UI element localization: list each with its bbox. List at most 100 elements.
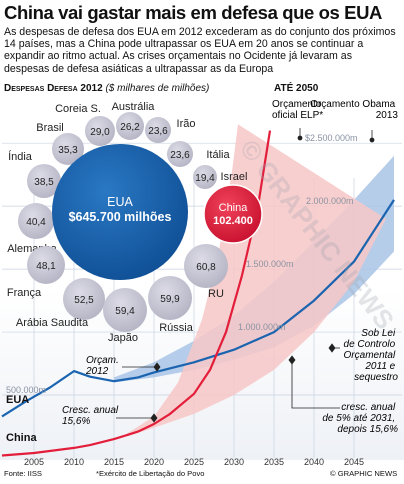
bubble-value: 40,4 <box>26 217 46 228</box>
bubble-label: Irão <box>177 118 196 130</box>
label-usa-series: EUA <box>6 394 29 406</box>
series-line <box>1 199 395 418</box>
y-tick-label: 2.000.000m <box>306 196 354 206</box>
x-tick-label: 2040 <box>304 457 324 467</box>
bubbles: 29,0 Coreia S. 26,2 Austrália 23,6 Irão … <box>7 101 263 344</box>
bubble-value: 59,4 <box>115 306 135 317</box>
credit: © GRAPHIC NEWS <box>330 469 398 478</box>
label-growth-alt: cresc. anual de 5% até 2031, depois 15,6… <box>322 402 398 435</box>
bubble-label: China <box>219 202 249 214</box>
leader-marker <box>328 343 336 353</box>
leader-marker <box>153 362 161 372</box>
bubble-france: 48,1 França <box>7 246 65 299</box>
label-line: 2011 e <box>364 361 395 372</box>
label-line: 2012 <box>85 366 109 377</box>
bubble-korea: 29,0 Coreia S. <box>55 103 115 146</box>
label-line: sequestro <box>354 372 398 383</box>
bubble-value: $645.700 milhões <box>69 210 172 224</box>
label-line: Sob Lei <box>361 328 396 339</box>
label-line: 15,6% <box>62 416 90 427</box>
series-line <box>1 130 272 457</box>
bubble-value: 23,6 <box>170 150 190 161</box>
page-title: China vai gastar mais em defesa que os E… <box>4 2 383 23</box>
label-line: cresc. anual <box>341 402 396 413</box>
projection-band <box>90 124 386 446</box>
label-budget-2012: Orçam. 2012 <box>85 355 122 377</box>
spending-unit: ($ milhares de milhões) <box>105 83 210 94</box>
x-tick-label: 2025 <box>184 457 204 467</box>
label-line: de 5% até 2031, <box>322 413 395 424</box>
label-line: 2013 <box>376 110 399 121</box>
spending-heading-label: Despesas Defesa 2012 <box>4 83 103 94</box>
bubble-label: Índia <box>8 150 33 163</box>
x-tick-label: 2020 <box>144 457 164 467</box>
y-tick-label: 1.500.000m <box>246 259 294 269</box>
bubble-china: China 102.400 <box>203 184 263 244</box>
bubble-label: Arábia Saudita <box>16 317 89 329</box>
label-growth-china: Cresc. anual 15,6% <box>62 405 121 427</box>
bubble-india: 38,5 Índia <box>8 150 61 198</box>
label-line: depois 15,6% <box>337 424 398 435</box>
spending-heading: Despesas Defesa 2012 ($ milhares de milh… <box>4 83 209 94</box>
bubble-brazil: 35,3 Brasil <box>36 122 84 165</box>
bubble-usa: EUA $645.700 milhões <box>52 144 188 280</box>
label-line: Orçamental <box>344 350 396 361</box>
projection-heading: ATÉ 2050 <box>274 83 319 94</box>
axis-ticks: 500.000m 1.000.000m 1.500.000m 2.000.000m $2… <box>6 133 364 467</box>
bubble-uk: 60,8 RU <box>184 244 228 300</box>
chart-labels: Orçamento oficial ELP* Orçamento Obama 2… <box>6 99 398 444</box>
label-official-budget: Orçamento oficial ELP* <box>272 99 324 121</box>
label-line: Orçamento Obama <box>310 99 395 110</box>
x-tick-label: 2035 <box>264 457 284 467</box>
bubble-label: França <box>7 287 42 299</box>
y-tick-label: $2.500.000m <box>305 133 358 143</box>
bubble-value: 26,2 <box>120 122 140 133</box>
x-tick-label: 2005 <box>24 457 44 467</box>
leader-marker <box>288 355 296 365</box>
bubble-value: 60,8 <box>196 262 216 273</box>
bubble-label: EUA <box>107 195 133 209</box>
footnote: *Exército de Libertação do Povo <box>96 469 205 478</box>
label-china-series: China <box>6 432 37 444</box>
leader-dot <box>297 135 303 141</box>
bubble-label: Itália <box>206 149 230 161</box>
y-tick-label: 1.000.000m <box>238 322 286 332</box>
x-tick-label: 2010 <box>64 457 84 467</box>
bubble-value: 35,3 <box>58 145 78 156</box>
bubble-label: Israel <box>221 171 248 183</box>
label-line: Orçamento <box>272 99 322 110</box>
bubble-value: 19,4 <box>195 173 215 184</box>
bubble-value: 23,6 <box>148 126 168 137</box>
bubble-value: 48,1 <box>36 261 56 272</box>
bubble-label: Japão <box>108 332 138 344</box>
bubble-value: 102.400 <box>213 215 253 227</box>
bubble-label: Austrália <box>112 101 156 113</box>
bubble-label: RU <box>208 288 224 300</box>
leader-dot <box>369 137 375 143</box>
bubble-label: Coreia S. <box>55 103 101 115</box>
source: Fonte: IISS <box>4 469 42 478</box>
y-tick-label: 500.000m <box>6 385 46 395</box>
leader-lines <box>116 128 375 423</box>
leader-growth-alt <box>291 360 340 409</box>
bubble-value: 52,5 <box>74 295 94 306</box>
bubble-saudi: 52,5 Arábia Saudita <box>16 278 105 329</box>
x-tick-label: 2045 <box>344 457 364 467</box>
bubble-israel: 19,4 Israel <box>193 165 247 189</box>
leader-marker <box>150 413 158 423</box>
bubble-iran: 23,6 Irão <box>145 117 195 143</box>
bands <box>90 124 394 446</box>
bubble-japan: 59,4 Japão <box>103 288 147 344</box>
intro-text: As despesas de defesa dos EUA em 2012 ex… <box>4 26 396 75</box>
x-tick-label: 2030 <box>224 457 244 467</box>
bubble-australia: 26,2 Austrália <box>112 101 156 140</box>
label-line: Orçam. <box>86 355 119 366</box>
bubble-russia: 59,9 Rússia <box>148 276 194 334</box>
label-line: oficial ELP* <box>272 110 323 121</box>
bubble-label: Brasil <box>36 122 64 134</box>
bubble-label: Rússia <box>159 322 194 334</box>
label-line: de Controlo <box>344 339 396 350</box>
label-sequester: Sob Lei de Controlo Orçamental 2011 e se… <box>344 328 399 383</box>
